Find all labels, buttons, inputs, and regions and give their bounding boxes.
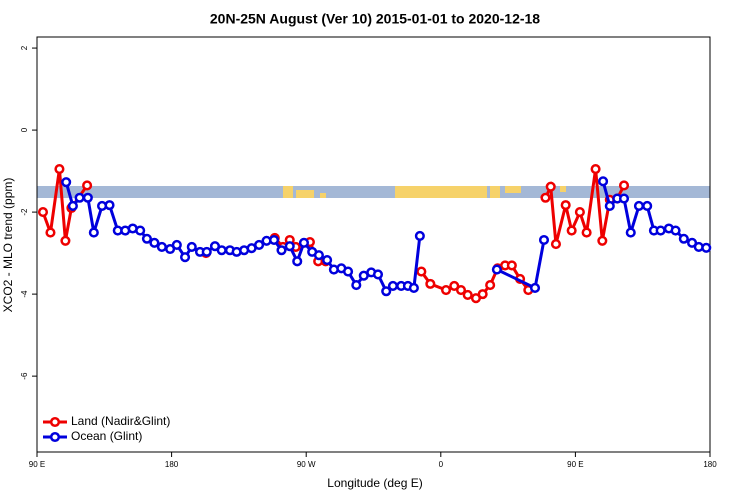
data-point (701, 242, 712, 253)
data-point (104, 200, 115, 211)
data-point (540, 192, 551, 203)
data-point (322, 255, 333, 266)
land-patch (395, 186, 487, 198)
legend-marker (49, 416, 61, 428)
x-tick-label: 180 (703, 460, 717, 469)
x-tick-label: 90 E (29, 460, 45, 469)
data-point (45, 227, 56, 238)
data-point (387, 280, 398, 291)
data-point (462, 289, 473, 300)
land-patch (296, 190, 314, 198)
data-point (633, 200, 645, 212)
data-point (343, 266, 354, 277)
data-point (313, 250, 324, 261)
data-point (74, 192, 85, 203)
data-point (180, 252, 191, 263)
data-point (545, 181, 556, 192)
data-point (598, 176, 609, 187)
legend-label: Ocean (Glint) (71, 429, 142, 443)
data-point (61, 177, 72, 188)
data-point (54, 163, 65, 175)
data-point (618, 180, 630, 191)
data-point (88, 227, 99, 238)
data-point (477, 289, 488, 300)
chart-title: 20N-25N August (Ver 10) 2015-01-01 to 20… (210, 11, 540, 27)
land-patch (560, 186, 566, 192)
data-point (372, 269, 384, 280)
data-point (538, 234, 550, 246)
data-point (284, 241, 295, 252)
data-point (381, 286, 392, 297)
data-point (82, 180, 93, 191)
data-point (156, 241, 167, 253)
data-point (597, 235, 608, 246)
data-point (425, 278, 436, 289)
data-point (618, 193, 630, 204)
y-tick-label: -4 (20, 290, 29, 298)
land-patch (320, 193, 326, 198)
x-axis-label: Longitude (deg E) (327, 476, 422, 490)
data-point (604, 200, 615, 212)
data-point (408, 282, 419, 294)
data-point (440, 284, 452, 296)
data-point (560, 200, 571, 211)
data-point (171, 239, 182, 250)
data-point (60, 235, 71, 246)
data-point (276, 245, 287, 256)
x-tick-label: 90 E (567, 460, 583, 469)
y-tick-label: 2 (20, 45, 29, 50)
data-point (141, 233, 152, 244)
data-point (201, 246, 212, 257)
data-point (491, 264, 502, 275)
data-point (506, 260, 517, 271)
data-point (268, 234, 280, 246)
legend-marker (49, 431, 61, 443)
data-point (216, 245, 227, 256)
y-axis-label: XCO2 - MLO trend (ppm) (1, 178, 15, 313)
data-point (254, 239, 265, 250)
data-point (414, 230, 425, 241)
data-point (292, 256, 303, 267)
x-tick-label: 180 (165, 460, 179, 469)
y-tick-label: 0 (20, 127, 29, 132)
x-tick-label: 0 (439, 460, 444, 469)
data-point (416, 266, 427, 277)
data-point (566, 225, 577, 236)
land-patch (490, 186, 500, 198)
data-point (590, 163, 601, 175)
data-point (37, 207, 49, 218)
data-point (678, 233, 689, 244)
data-point (581, 227, 592, 238)
data-point (625, 227, 636, 238)
data-point (67, 200, 78, 212)
land-patch (283, 186, 293, 198)
x-tick-label: 90 W (297, 460, 316, 469)
data-point (670, 225, 681, 236)
data-point (485, 280, 496, 291)
land-patch (505, 186, 521, 193)
data-point (351, 280, 362, 291)
y-tick-label: -6 (20, 372, 29, 380)
data-point (642, 200, 653, 212)
data-point (186, 241, 197, 253)
data-point (82, 192, 93, 203)
data-point (135, 225, 146, 236)
data-point (298, 237, 310, 248)
legend-label: Land (Nadir&Glint) (71, 414, 170, 428)
data-point (655, 225, 666, 236)
plot-frame (36, 36, 711, 453)
data-point (149, 237, 160, 248)
data-point (574, 207, 585, 218)
y-tick-label: -2 (20, 208, 29, 216)
data-point (529, 282, 541, 294)
data-point (455, 284, 467, 296)
data-point (550, 239, 562, 250)
